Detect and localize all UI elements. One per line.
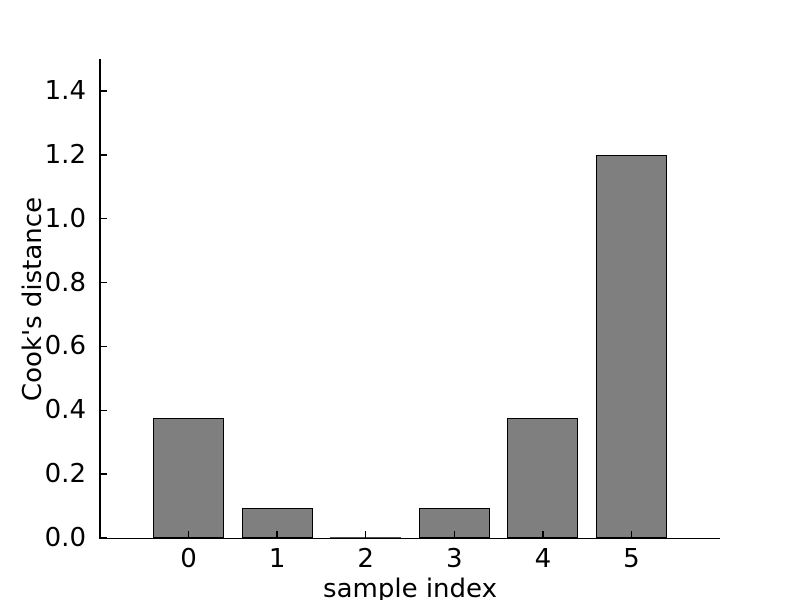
y-tick-label: 1.2 (44, 139, 86, 170)
y-tick (100, 217, 107, 220)
bars-group (100, 59, 720, 538)
bar-sample-0 (153, 418, 224, 538)
y-tick-label: 0.4 (44, 395, 86, 426)
y-tick (100, 537, 107, 539)
x-axis-label: sample index (323, 574, 497, 600)
y-tick-label: 1.4 (44, 75, 86, 106)
x-tick (187, 531, 190, 538)
y-tick-label: 0.8 (44, 267, 86, 298)
y-axis-spine (99, 59, 101, 539)
x-tick (453, 531, 456, 538)
bar-sample-4 (507, 418, 579, 538)
bar-sample-5 (596, 154, 667, 538)
x-tick (364, 531, 367, 538)
y-tick (100, 409, 107, 412)
x-tick-label: 2 (357, 544, 374, 574)
x-tick (276, 531, 278, 538)
x-tick (542, 531, 544, 538)
y-tick-label: 0.0 (44, 523, 86, 553)
x-tick-label: 0 (180, 544, 197, 574)
x-tick-label: 3 (446, 544, 463, 574)
x-axis-spine (99, 537, 720, 539)
y-tick (100, 90, 107, 92)
plot-area: sample index Cook's distance 0 1 2 3 4 5 0.0 0.… (18, 59, 720, 600)
y-tick (100, 154, 107, 156)
y-tick (100, 473, 107, 475)
y-tick-label: 1.0 (44, 203, 86, 234)
x-tick-label: 5 (623, 544, 640, 574)
y-tick (100, 281, 107, 284)
y-tick-label: 0.6 (44, 331, 86, 362)
x-tick-label: 1 (268, 544, 286, 574)
x-tick-label: 4 (534, 544, 552, 574)
y-tick (100, 345, 107, 348)
y-tick-label: 0.2 (44, 459, 86, 490)
x-tick (630, 531, 633, 538)
